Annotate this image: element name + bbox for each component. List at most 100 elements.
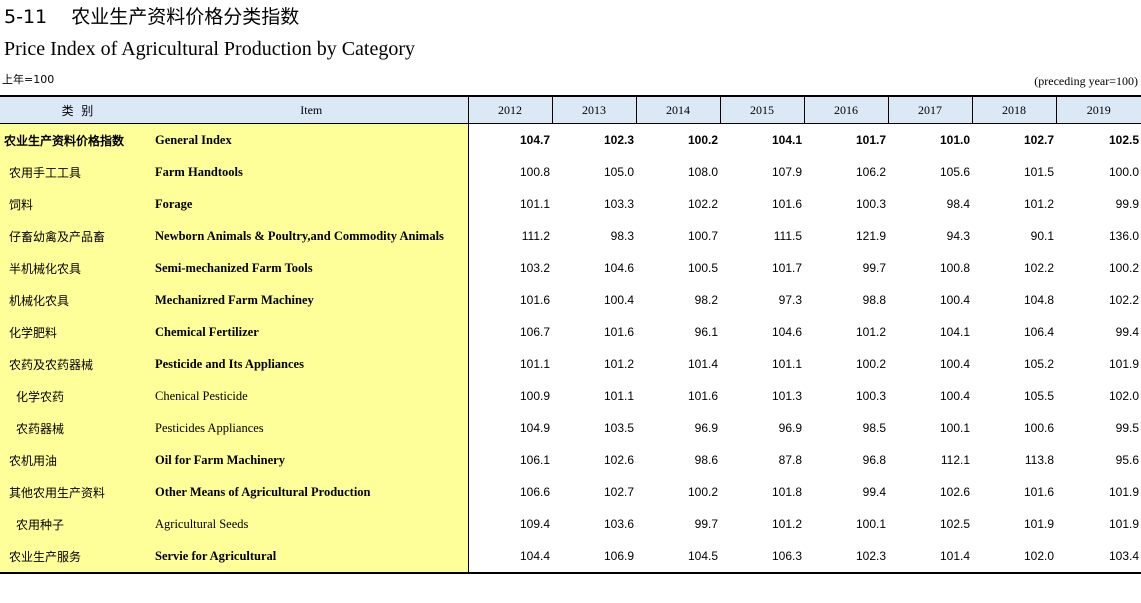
row-category-cn: 农机用油 xyxy=(0,444,155,476)
row-value-2019: 102.5 xyxy=(1108,133,1139,147)
row-value-2012: 101.6 xyxy=(519,293,550,307)
row-value-2014: 101.4 xyxy=(687,357,718,371)
table-row: 化学肥料 Chemical Fertilizer 106.7 101.6 96.1 104… xyxy=(0,316,1141,348)
row-value-2014: 98.6 xyxy=(694,453,718,467)
row-value-2014: 102.2 xyxy=(687,197,718,211)
row-value-2016: 121.9 xyxy=(855,229,886,243)
table-row: 农药及农药器械 Pesticide and Its Appliances 101.1… xyxy=(0,348,1141,380)
row-value-2017: 98.4 xyxy=(946,197,970,211)
row-value-2019: 136.0 xyxy=(1108,229,1139,243)
row-value-2019: 99.4 xyxy=(1115,325,1139,339)
row-value-2018: 90.1 xyxy=(1030,229,1054,243)
row-value-2017: 101.0 xyxy=(939,133,970,147)
row-value-2012: 104.4 xyxy=(468,540,552,574)
row-value-2016: 96.8 xyxy=(862,453,886,467)
header-year: 2019 xyxy=(1055,95,1141,124)
header-year: 2016 xyxy=(803,95,888,124)
row-value-2012: 106.1 xyxy=(519,453,550,467)
header-year: 2013 xyxy=(551,95,636,124)
row-item-en: Newborn Animals & Poultry,and Commodity … xyxy=(155,220,469,252)
row-category-cn: 农用手工工具 xyxy=(0,156,155,188)
row-value-2017: 105.6 xyxy=(939,165,970,179)
row-value-2015: 101.7 xyxy=(771,261,802,275)
row-item-en: General Index xyxy=(155,123,469,156)
row-category-cn: 饲料 xyxy=(0,188,155,220)
row-value-2016: 98.5 xyxy=(862,421,886,435)
row-value-2014: 108.0 xyxy=(687,165,718,179)
row-value-2016: 102.3 xyxy=(804,540,888,574)
row-item-en: Pesticides Appliances xyxy=(155,412,469,444)
row-value-2016: 100.2 xyxy=(855,357,886,371)
row-value-2015: 104.6 xyxy=(771,325,802,339)
header-category: 类 别 xyxy=(0,95,155,124)
row-value-2015: 106.3 xyxy=(720,540,804,574)
header-item: Item xyxy=(155,95,468,124)
row-value-2018: 100.6 xyxy=(1023,421,1054,435)
row-value-2019: 99.9 xyxy=(1115,197,1139,211)
row-value-2017: 102.6 xyxy=(939,485,970,499)
row-value-2019: 101.9 xyxy=(1108,485,1139,499)
table-row: 其他农用生产资料 Other Means of Agricultural Prod… xyxy=(0,476,1141,508)
row-value-2019: 95.6 xyxy=(1115,453,1139,467)
page-title-cn: 5-11 农业生产资料价格分类指数 xyxy=(4,5,299,29)
row-value-2016: 98.8 xyxy=(862,293,886,307)
row-value-2013: 101.2 xyxy=(603,357,634,371)
unit-note-en: (preceding year=100) xyxy=(1034,74,1138,88)
row-value-2019: 101.9 xyxy=(1108,357,1139,371)
row-item-en: Agricultural Seeds xyxy=(155,508,469,540)
row-value-2014: 96.1 xyxy=(694,325,718,339)
unit-note-cn: 上年=100 xyxy=(2,73,55,86)
row-value-2012: 106.6 xyxy=(519,485,550,499)
row-value-2018: 101.9 xyxy=(1023,517,1054,531)
row-value-2014: 99.7 xyxy=(694,517,718,531)
row-value-2018: 101.6 xyxy=(1023,485,1054,499)
row-value-2014: 100.5 xyxy=(687,261,718,275)
header-year: 2018 xyxy=(971,95,1056,124)
row-value-2012: 104.7 xyxy=(519,133,550,147)
row-value-2017: 101.4 xyxy=(888,540,972,574)
row-item-en: Farm Handtools xyxy=(155,156,469,188)
row-value-2019: 101.9 xyxy=(1108,517,1139,531)
row-value-2015: 101.2 xyxy=(771,517,802,531)
row-value-2017: 102.5 xyxy=(939,517,970,531)
table-code: 5-11 xyxy=(4,6,48,28)
row-item-en: Mechanizred Farm Machiney xyxy=(155,284,469,316)
row-value-2017: 100.4 xyxy=(939,293,970,307)
row-value-2015: 96.9 xyxy=(778,421,802,435)
row-value-2018: 102.2 xyxy=(1023,261,1054,275)
row-value-2017: 94.3 xyxy=(946,229,970,243)
row-value-2012: 106.7 xyxy=(519,325,550,339)
table-row: 半机械化农具 Semi-mechanized Farm Tools 103.2 104… xyxy=(0,252,1141,284)
row-value-2016: 101.7 xyxy=(855,133,886,147)
header-year: 2017 xyxy=(887,95,972,124)
row-value-2015: 101.1 xyxy=(771,357,802,371)
table-row: 饲料 Forage 101.1 103.3 102.2 101.6 100.3 98.4 101… xyxy=(0,188,1141,220)
row-value-2018: 105.5 xyxy=(1023,389,1054,403)
row-value-2013: 102.7 xyxy=(603,485,634,499)
row-value-2016: 100.3 xyxy=(855,197,886,211)
row-value-2013: 104.6 xyxy=(603,261,634,275)
row-value-2013: 103.6 xyxy=(603,517,634,531)
row-value-2017: 100.1 xyxy=(939,421,970,435)
row-value-2012: 104.9 xyxy=(519,421,550,435)
table-row: 农药器械 Pesticides Appliances 104.9 103.5 96.9 9… xyxy=(0,412,1141,444)
row-value-2012: 111.2 xyxy=(521,229,550,243)
row-category-cn: 化学肥料 xyxy=(0,316,155,348)
row-value-2019: 102.2 xyxy=(1108,293,1139,307)
row-value-2018: 101.5 xyxy=(1023,165,1054,179)
header-year: 2014 xyxy=(635,95,720,124)
row-value-2016: 101.2 xyxy=(855,325,886,339)
row-item-en: Chemical Fertilizer xyxy=(155,316,469,348)
row-value-2017: 104.1 xyxy=(939,325,970,339)
row-item-en: Oil for Farm Machinery xyxy=(155,444,469,476)
row-item-en: Semi-mechanized Farm Tools xyxy=(155,252,469,284)
table-row: 农业生产服务 Servie for Agricultural 104.4 106.9 1… xyxy=(0,540,1141,574)
table-row: 农用种子 Agricultural Seeds 109.4 103.6 99.7 101.… xyxy=(0,508,1141,540)
row-value-2019: 100.0 xyxy=(1108,165,1139,179)
row-value-2018: 104.8 xyxy=(1023,293,1054,307)
row-value-2017: 100.8 xyxy=(939,261,970,275)
row-item-en: Other Means of Agricultural Production xyxy=(155,476,469,508)
row-value-2014: 96.9 xyxy=(694,421,718,435)
row-value-2018: 102.7 xyxy=(1023,133,1054,147)
row-value-2019: 100.2 xyxy=(1108,261,1139,275)
